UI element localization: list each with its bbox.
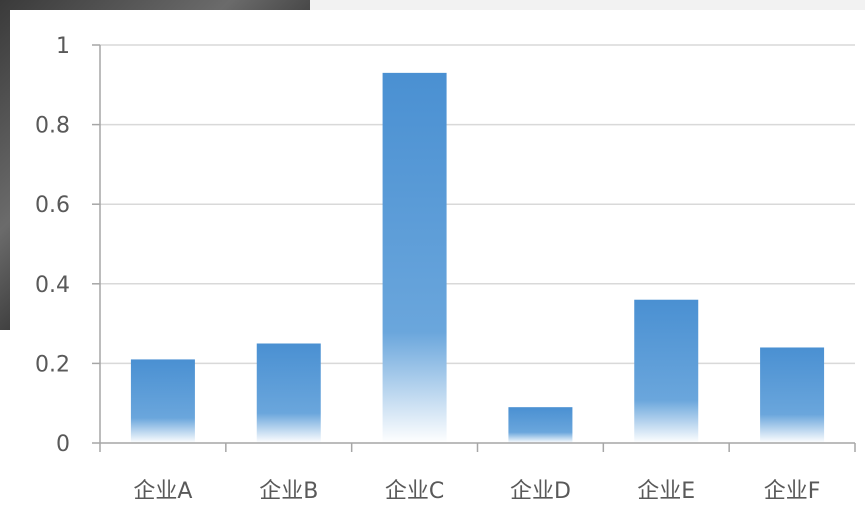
y-tick-label: 0.8 bbox=[35, 114, 70, 139]
y-tick-label: 0 bbox=[56, 432, 70, 457]
bar-4 bbox=[508, 407, 573, 443]
bar-2 bbox=[256, 343, 321, 443]
y-tick-label: 0.2 bbox=[35, 352, 70, 377]
gridlines bbox=[100, 44, 855, 365]
x-tick-label: 企业F bbox=[764, 479, 821, 504]
bar-6 bbox=[760, 347, 825, 443]
x-tick-label: 企业B bbox=[259, 479, 318, 504]
x-tick-labels: 企业A 企业B 企业C 企业D 企业E 企业F bbox=[133, 479, 820, 504]
x-tick-label: 企业D bbox=[510, 479, 571, 504]
y-tick-label: 0.6 bbox=[35, 193, 70, 218]
x-tick-label: 企业A bbox=[133, 479, 192, 504]
y-tick-label: 0.4 bbox=[35, 273, 70, 298]
y-tick-label: 1 bbox=[56, 34, 70, 59]
y-tick-labels: 0 0.2 0.4 0.6 0.8 1 bbox=[35, 34, 70, 457]
bar-1 bbox=[130, 359, 195, 443]
chart-panel: 0 0.2 0.4 0.6 0.8 1 企业A 企业B 企业C 企业D 企业E 企业F bbox=[10, 10, 865, 521]
bar-3 bbox=[382, 72, 447, 444]
bar-5 bbox=[634, 299, 699, 443]
x-tick-label: 企业E bbox=[637, 479, 695, 504]
bars bbox=[130, 72, 825, 444]
bar-chart: 0 0.2 0.4 0.6 0.8 1 企业A 企业B 企业C 企业D 企业E 企业F bbox=[35, 34, 856, 504]
x-tick-label: 企业C bbox=[385, 479, 444, 504]
axes bbox=[92, 44, 856, 452]
